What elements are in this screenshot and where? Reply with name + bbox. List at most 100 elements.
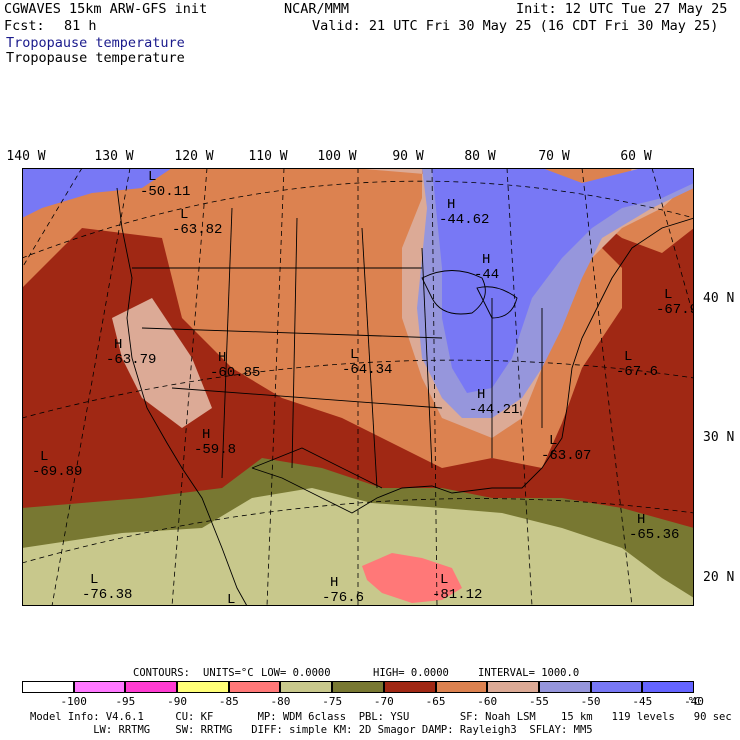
colorbar-swatch	[435, 681, 488, 693]
extremum-type: L	[440, 572, 448, 588]
valid-time: Valid: 21 UTC Fri 30 May 25 (16 CDT Fri …	[312, 18, 719, 34]
extremum-value: -67.91	[656, 302, 694, 318]
extremum-value: -63.07	[541, 448, 591, 464]
extremum-label: H -60.85	[210, 350, 260, 381]
colorbar-swatch	[73, 681, 126, 693]
colorbar-swatch	[383, 681, 436, 693]
extremum-type: H	[637, 512, 645, 528]
extremum-label: L -63.82	[172, 207, 222, 238]
extremum-type: L	[227, 592, 235, 606]
state-border	[171, 387, 443, 409]
extremum-type: H	[202, 427, 210, 443]
lon-label: 90 W	[392, 149, 424, 164]
extremum-type: H	[330, 575, 338, 591]
fill-band-salmon	[362, 553, 462, 603]
lon-label: 60 W	[620, 149, 652, 164]
colorbar-swatch	[487, 681, 539, 693]
extremum-label: L -64.34	[342, 347, 392, 378]
colorbar-swatch	[538, 681, 591, 693]
extremum-label: H -65.36	[629, 512, 679, 543]
coastline	[251, 217, 694, 514]
state-border	[421, 247, 433, 469]
extremum-type: H	[447, 197, 455, 213]
fcst-value: 81 h	[64, 18, 97, 34]
colorbar-swatch	[280, 681, 333, 693]
contours-low: LOW= 0.0000	[261, 667, 331, 679]
colorbar-swatch	[590, 681, 643, 693]
fill-band-blue	[22, 168, 694, 393]
graticule-line	[22, 180, 694, 259]
colorbar-swatch	[125, 681, 178, 693]
extremum-type: L	[350, 347, 358, 363]
graticule-line	[51, 168, 131, 606]
colorbar-tick-label: -95	[115, 695, 136, 708]
extremum-value: -63.79	[106, 352, 156, 368]
graticule-line	[431, 168, 438, 606]
extremum-value: -65.36	[629, 527, 679, 543]
colorbar-swatch	[22, 681, 74, 693]
extremum-label: L	[227, 592, 235, 606]
graticule-line	[581, 168, 633, 606]
field-title-2: Tropopause temperature	[6, 50, 185, 66]
extremum-value: -59.8	[194, 442, 236, 458]
extremum-label: L -81.12	[432, 572, 482, 603]
colorbar-tick-label: -50	[580, 695, 601, 708]
extremum-type: H	[477, 387, 485, 403]
lat-label: 20 N	[703, 570, 735, 585]
colorbar-tick-label: -60	[477, 695, 498, 708]
colorbar-swatch	[228, 681, 281, 693]
country-border	[251, 447, 383, 489]
extremum-type: L	[40, 449, 48, 465]
great-lakes	[421, 270, 486, 315]
lon-label: 100 W	[317, 149, 357, 164]
lon-label: 70 W	[538, 149, 570, 164]
extremum-type: L	[180, 207, 188, 223]
contours-units: UNITS=°C	[203, 667, 254, 679]
extremum-type: L	[148, 169, 156, 185]
model-info-line2: LW: RRTMG SW: RRTMG DIFF: simple KM: 2D …	[30, 724, 593, 736]
graticule-line	[22, 168, 83, 269]
colorbar-tick-label: -40	[684, 695, 704, 708]
extremum-label: H -44	[474, 252, 499, 283]
fill-band-tan-west	[112, 298, 212, 428]
extremum-value: -76.6	[322, 590, 364, 606]
colorbar-unit: °C	[687, 695, 701, 708]
extremum-label: H -59.8	[194, 427, 236, 458]
lat-label: 30 N	[703, 430, 735, 445]
contours-interval: INTERVAL= 1000.0	[478, 667, 580, 679]
extremum-type: H	[482, 252, 490, 268]
fcst-label: Fcst:	[4, 18, 45, 34]
extremum-label: H -76.6	[322, 575, 364, 606]
extremum-type: L	[90, 572, 98, 588]
extremum-label: H -63.79	[106, 337, 156, 368]
extremum-value: -69.89	[32, 464, 82, 480]
extremum-label: L -67.6	[616, 349, 658, 380]
colorbar-tick-label: -70	[373, 695, 394, 708]
field-title-1: Tropopause temperature	[6, 35, 185, 51]
extremum-label: L -63.07	[541, 433, 591, 464]
graticule-line	[266, 168, 285, 606]
state-border	[221, 207, 233, 479]
extremum-value: -50.11	[140, 184, 190, 200]
lon-label: 130 W	[94, 149, 134, 164]
extremum-type: L	[549, 433, 557, 449]
graticule-line	[171, 168, 208, 606]
extremum-value: -76.38	[82, 587, 132, 603]
colorbar-tick-label: -45	[632, 695, 653, 708]
extremum-value: -44.62	[439, 212, 489, 228]
extremum-value: -44	[474, 267, 499, 283]
coastline	[116, 187, 248, 606]
extremum-label: L -76.38	[82, 572, 132, 603]
colorbar-tick-label: -90	[167, 695, 187, 708]
lon-label: 80 W	[464, 149, 496, 164]
colorbar-tick-label: -75	[322, 695, 343, 708]
extremum-label: L -69.89	[32, 449, 82, 480]
colorbar	[22, 681, 694, 693]
org-label: NCAR/MMM	[284, 1, 350, 17]
lon-label: 120 W	[174, 149, 214, 164]
extremum-value: -60.85	[210, 365, 260, 381]
contours-high: HIGH= 0.0000	[373, 667, 449, 679]
extremum-type: L	[624, 349, 632, 365]
graticule-line	[506, 168, 533, 606]
colorbar-tick-label: -100	[60, 695, 87, 708]
